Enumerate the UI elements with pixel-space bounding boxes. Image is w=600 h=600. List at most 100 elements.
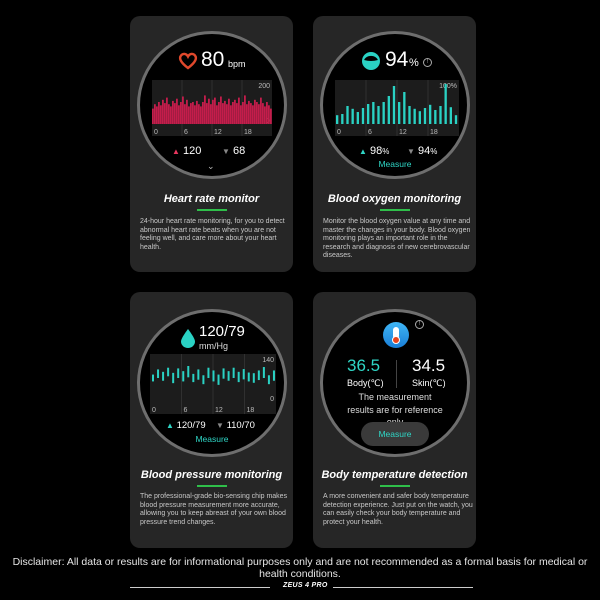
heart-rate-max-value: 120 [182, 145, 202, 157]
measure-button[interactable]: Measure [361, 422, 429, 446]
x-tick-label: 6 [184, 129, 188, 136]
blood-pressure-card: 120/79 mm/Hg 0 6 12 18 140 0 ▲ 120/79 ▼ 110/7… [130, 292, 293, 548]
blood-pressure-description: The professional-grade bio-sensing chip … [140, 493, 288, 526]
heart-rate-bar [236, 103, 238, 124]
heart-rate-bar [154, 104, 156, 124]
heart-rate-bar [240, 105, 242, 124]
blood-oxygen-bar [356, 112, 359, 124]
thermometer-icon [383, 322, 409, 348]
heart-rate-bar [234, 99, 236, 124]
blood-oxygen-max: ▲ 98% [359, 145, 389, 157]
blood-pressure-unit: mm/Hg [199, 341, 228, 351]
heart-rate-bar [162, 99, 164, 124]
heart-rate-bar [172, 100, 174, 124]
heart-rate-bar [170, 106, 172, 124]
heart-rate-bar [260, 97, 262, 124]
footer-line-right [333, 587, 473, 588]
blood-oxygen-bar [387, 96, 390, 124]
heart-rate-bar [158, 102, 160, 124]
percent-unit: % [430, 147, 438, 156]
x-tick-label: 6 [184, 407, 188, 414]
blood-oxygen-watch-face: 94 % ! 0 6 12 18 100% ▲ 98% ▼ 94% Measure [320, 31, 470, 179]
heart-rate-max: ▲ 120 [172, 145, 201, 157]
blood-oxygen-icon [362, 52, 380, 70]
heart-rate-bar [152, 108, 154, 124]
brand-logo: ZEUS 4 PRO [283, 582, 328, 589]
blood-oxygen-bar [429, 104, 432, 124]
blood-pressure-bar [262, 367, 265, 378]
blood-pressure-bar [167, 367, 170, 377]
x-tick-label: 0 [337, 129, 341, 136]
blood-oxygen-chart: 0 6 12 18 100% [335, 80, 459, 136]
heart-rate-bar [188, 106, 190, 124]
skin-temperature-value: 34.5 [412, 356, 446, 375]
blood-oxygen-bar [398, 102, 401, 124]
x-tick-label: 18 [247, 407, 255, 414]
heart-rate-bar [228, 98, 230, 124]
body-temperature-card: ! 36.5 Body(℃) 34.5 Skin(℃) The measurem… [313, 292, 476, 548]
blood-pressure-bar [207, 367, 210, 378]
blood-oxygen-bar [403, 92, 406, 124]
blood-pressure-bar [157, 369, 160, 378]
heart-rate-value: 80 [201, 48, 225, 71]
info-icon[interactable]: ! [423, 58, 432, 67]
blood-pressure-value: 120/79 [199, 323, 245, 340]
blood-pressure-title: Blood pressure monitoring [140, 469, 283, 481]
heart-rate-bar [194, 105, 196, 124]
y-max-label: 100% [439, 83, 457, 90]
blood-oxygen-bar [367, 104, 370, 124]
blood-pressure-chart: 0 6 12 18 140 0 [150, 354, 276, 414]
heart-rate-bar [204, 95, 206, 124]
heart-rate-bar [224, 100, 226, 124]
blood-pressure-bar [222, 368, 225, 379]
heart-rate-chart: 0612182000 [152, 80, 272, 136]
down-triangle-icon: ▼ [407, 147, 415, 156]
heart-rate-bar [222, 103, 224, 124]
heart-rate-bar [218, 102, 220, 124]
body-temperature-title: Body temperature detection [321, 469, 468, 481]
info-icon[interactable]: ! [415, 320, 424, 329]
divider [396, 360, 397, 388]
measure-button[interactable]: Measure [195, 434, 229, 444]
heart-rate-bar [156, 106, 158, 124]
y-min-label: 0 [270, 396, 274, 403]
x-tick-label: 6 [368, 129, 372, 136]
blood-pressure-min-value: 110/70 [226, 420, 255, 431]
skin-temperature-label: Skin(℃) [412, 378, 446, 388]
blood-pressure-bar [272, 370, 275, 381]
blood-oxygen-bar [423, 108, 427, 124]
heart-rate-bar [160, 105, 162, 124]
blood-pressure-bar [197, 369, 200, 380]
blood-oxygen-bar [439, 106, 442, 124]
title-underline [197, 209, 227, 211]
measure-button[interactable]: Measure [378, 159, 412, 169]
heart-rate-bar [250, 103, 252, 124]
up-triangle-icon: ▲ [166, 421, 174, 430]
heart-rate-min: ▼ 68 [222, 145, 245, 157]
heart-rate-bar [254, 99, 256, 124]
y-max-label: 140 [262, 357, 274, 364]
blood-oxygen-card: 94 % ! 0 6 12 18 100% ▲ 98% ▼ 94% Measure Bl… [313, 16, 476, 272]
heart-rate-bar [214, 97, 216, 124]
heart-rate-bar [200, 106, 202, 124]
blood-oxygen-min: ▼ 94% [407, 145, 437, 157]
y-max-label: 200 [258, 83, 270, 90]
blood-pressure-bar [232, 367, 235, 378]
blood-oxygen-unit: % [409, 57, 419, 69]
blood-oxygen-bar [377, 106, 380, 124]
x-tick-label: 18 [430, 129, 438, 136]
heart-rate-bar [256, 102, 258, 124]
blood-pressure-watch-face: 120/79 mm/Hg 0 6 12 18 140 0 ▲ 120/79 ▼ 110/7… [137, 309, 287, 457]
heart-rate-bar [182, 96, 184, 124]
down-triangle-icon: ▼ [222, 147, 230, 156]
body-temperature-watch-face: ! 36.5 Body(℃) 34.5 Skin(℃) The measurem… [320, 309, 470, 457]
blood-pressure-max: ▲ 120/79 [166, 420, 206, 431]
heart-rate-bar [202, 102, 204, 124]
blood-oxygen-bar [434, 110, 437, 124]
blood-oxygen-bar [382, 102, 385, 124]
chevron-down-icon[interactable]: ⌄ [207, 161, 215, 171]
heart-rate-bar [264, 106, 266, 124]
blood-pressure-bar [177, 368, 180, 378]
body-temperature-description: A more convenient and safer body tempera… [323, 493, 473, 526]
blood-pressure-bar [227, 371, 230, 381]
